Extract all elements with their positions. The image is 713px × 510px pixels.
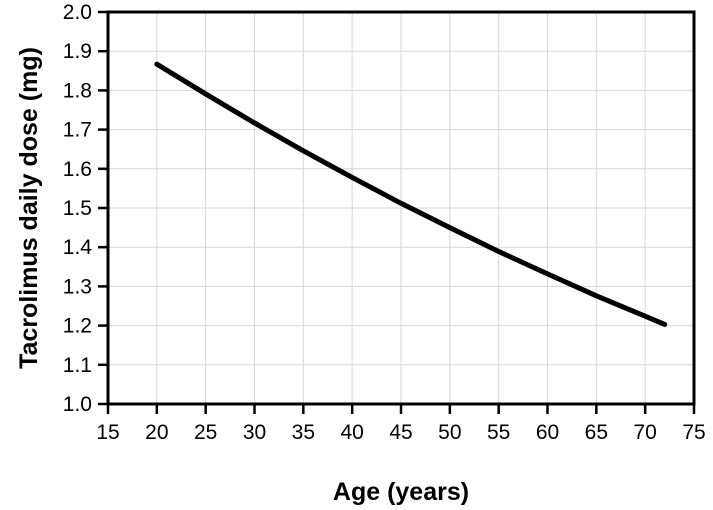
y-tick-label: 1.9: [63, 40, 92, 63]
x-tick-label: 30: [243, 421, 266, 444]
x-tick-label: 25: [194, 421, 217, 444]
y-tick-label: 1.6: [63, 158, 92, 181]
x-tick-label: 20: [145, 421, 168, 444]
x-tick-label: 75: [682, 421, 705, 444]
y-tick-label: 1.2: [63, 315, 92, 338]
y-tick-label: 1.3: [63, 275, 92, 298]
grid-lines: [107, 11, 695, 405]
x-tick-label: 45: [389, 421, 412, 444]
x-tick-label: 60: [536, 421, 559, 444]
y-axis-title: Tacrolimus daily dose (mg): [15, 47, 43, 369]
y-tick-label: 1.5: [63, 197, 92, 220]
series-layer: [154, 61, 668, 327]
y-tick-label: 1.8: [63, 79, 92, 102]
x-tick-label: 40: [340, 421, 363, 444]
x-tick-label: 35: [292, 421, 315, 444]
x-tick-label: 50: [438, 421, 461, 444]
x-tick-label: 15: [96, 421, 119, 444]
y-tick-label: 1.7: [63, 119, 92, 142]
x-tick-label: 55: [487, 421, 510, 444]
y-tick-label: 1.1: [63, 354, 92, 377]
y-tick-label: 2.0: [63, 1, 92, 24]
y-tick-label: 1.0: [63, 393, 92, 416]
series-line: [154, 61, 668, 327]
y-tick-label: 1.4: [63, 236, 93, 259]
x-tick-label: 65: [585, 421, 608, 444]
axis-ticks: [98, 10, 696, 414]
plot-frame: [106, 10, 696, 406]
x-tick-label: 70: [633, 421, 656, 444]
tick-labels: 15 20 25 30 35 40 45 50 55 60 65 70 75 1.0 1.1 1.2 1.3 1.…: [63, 1, 706, 444]
x-axis-title: Age (years): [333, 478, 469, 506]
